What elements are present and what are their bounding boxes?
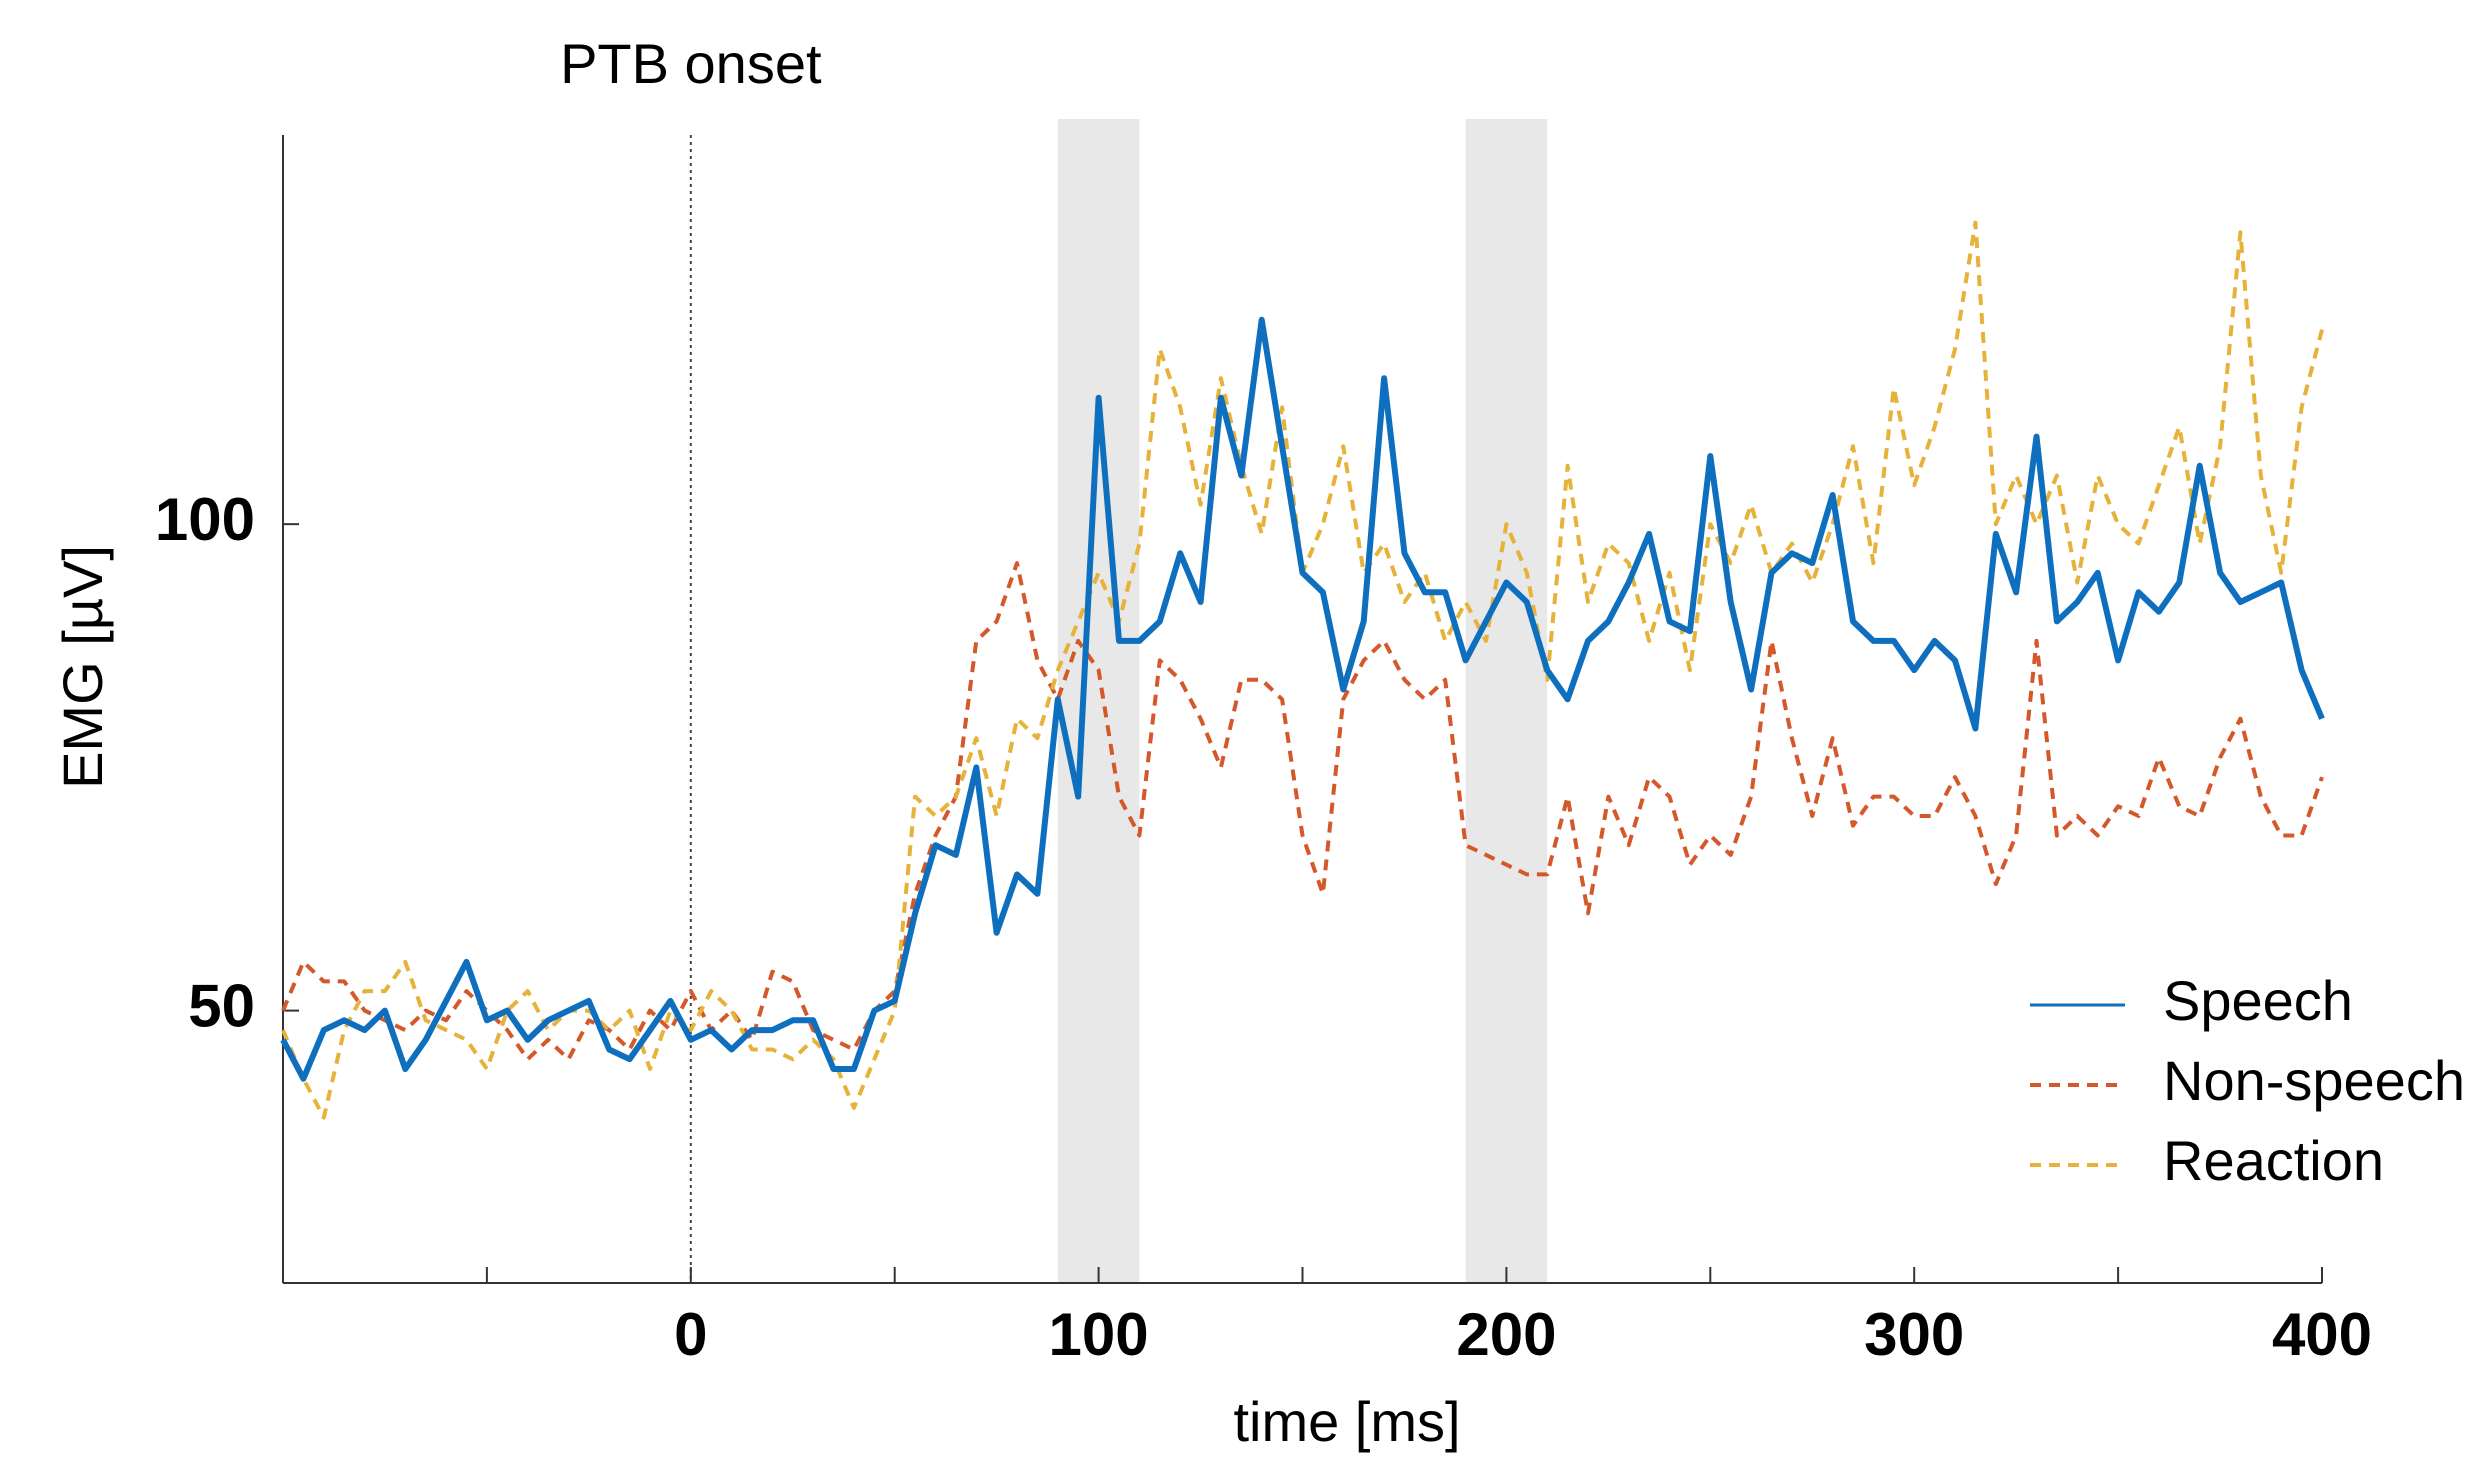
x-tick-label: 0	[674, 1301, 707, 1368]
legend-label: Non-speech	[2163, 1049, 2465, 1112]
y-tick-label: 50	[188, 972, 255, 1039]
shaded-region	[1465, 119, 1548, 1283]
x-tick-label: 100	[1049, 1301, 1149, 1368]
legend-label: Speech	[2163, 969, 2353, 1032]
x-axis-label: time [ms]	[1233, 1390, 1460, 1453]
x-tick-label: 200	[1456, 1301, 1556, 1368]
series-line	[281, 561, 2324, 1062]
x-tick-label: 300	[1864, 1301, 1964, 1368]
shaded-region	[1057, 119, 1140, 1283]
legend-label: Reaction	[2163, 1129, 2384, 1192]
y-axis-label: EMG [µV]	[51, 545, 114, 789]
y-tick-label: 100	[155, 486, 255, 553]
x-tick-label: 400	[2272, 1301, 2372, 1368]
series-line	[281, 220, 2324, 1120]
onset-label: PTB onset	[560, 32, 822, 95]
series-line	[280, 316, 2325, 1082]
